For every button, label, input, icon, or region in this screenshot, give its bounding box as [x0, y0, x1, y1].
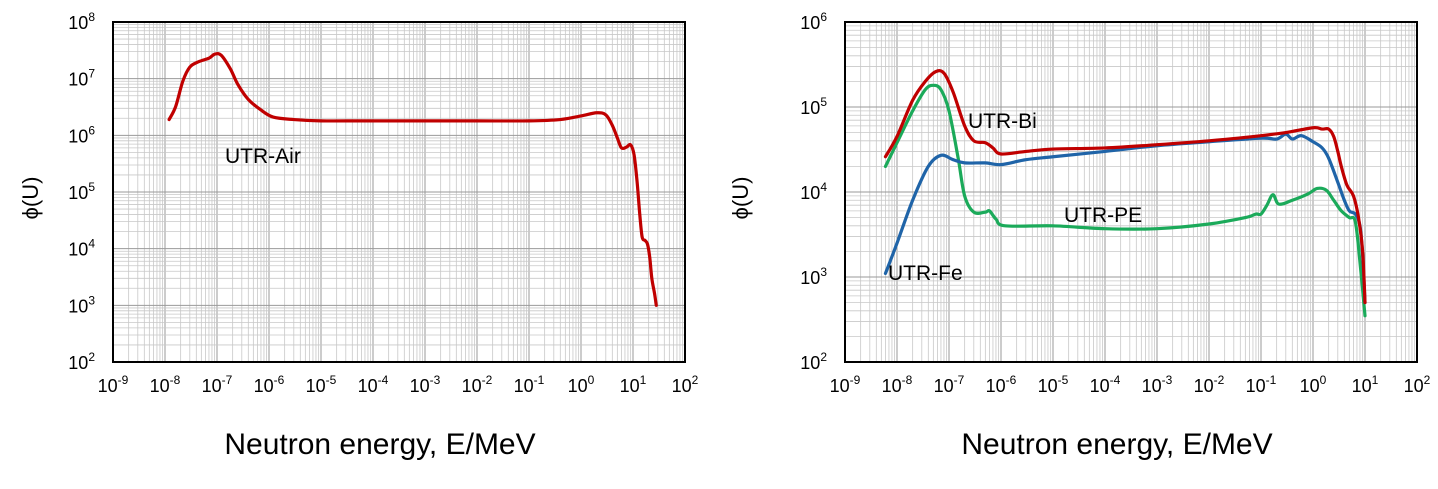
y-tick-label: 108: [68, 10, 95, 33]
x-tick-label: 10-9: [830, 373, 861, 396]
x-tick-label: 10-1: [514, 373, 545, 396]
x-tick-label: 10-6: [254, 373, 285, 396]
x-tick-label: 10-2: [1194, 373, 1225, 396]
x-tick-label: 10-3: [410, 373, 441, 396]
y-tick-label: 104: [800, 180, 827, 203]
x-tick-label: 100: [1300, 373, 1327, 396]
y-tick-label: 106: [800, 10, 827, 33]
x-tick-label: 10-4: [358, 373, 389, 396]
x-tick-label: 102: [1404, 373, 1431, 396]
x-tick-label: 10-2: [462, 373, 493, 396]
series-line-utr-bi: [883, 69, 1367, 305]
y-tick-label: 106: [68, 123, 95, 146]
annotation-utr-fe: UTR-Fe: [888, 262, 963, 285]
y-tick-label: 105: [800, 95, 827, 118]
x-tick-label: 101: [1352, 373, 1379, 396]
y-tick-label: 102: [68, 350, 95, 373]
x-tick-label: 10-8: [882, 373, 913, 396]
x-tick-label: 10-4: [1090, 373, 1121, 396]
y-tick-label: 105: [68, 180, 95, 203]
x-tick-label: 10-9: [98, 373, 129, 396]
x-tick-label: 100: [568, 373, 595, 396]
y-tick-label: 103: [68, 293, 95, 316]
x-tick-label: 10-3: [1142, 373, 1173, 396]
x-tick-label: 101: [620, 373, 647, 396]
series-line-utr-air: [167, 51, 658, 307]
y-tick-label: 107: [68, 67, 95, 90]
x-tick-label: 10-8: [150, 373, 181, 396]
y-tick-label: 104: [68, 237, 95, 260]
y-tick-label: 103: [800, 265, 827, 288]
x-tick-label: 10-1: [1246, 373, 1277, 396]
x-tick-label: 10-6: [986, 373, 1017, 396]
series-line-utr-pe: [883, 83, 1367, 318]
y-tick-label: 102: [800, 350, 827, 373]
annotation-utr-bi: UTR-Bi: [968, 110, 1037, 133]
annotation-utr-pe: UTR-PE: [1064, 204, 1142, 227]
chart-2: 10-9 10-8 10-7 10-6 10-5 10-4 10-3 10-2 10-1 100 1…: [728, 10, 1431, 461]
x-tick-label: 10-7: [934, 373, 965, 396]
y-axis-label: ϕ(U): [18, 177, 43, 220]
y-axis-label: ϕ(U): [728, 177, 753, 220]
plot-frame: [844, 21, 1418, 363]
x-tick-label: 10-5: [306, 373, 337, 396]
series-line-utr-fe: [883, 132, 1367, 305]
annotation-utr-air: UTR-Air: [225, 145, 301, 168]
x-tick-label: 10-5: [1038, 373, 1069, 396]
x-axis-label: Neutron energy, E/MeV: [224, 428, 535, 461]
x-tick-label: 102: [672, 373, 699, 396]
x-tick-label: 10-7: [202, 373, 233, 396]
grid: [112, 22, 685, 363]
plot-frame: [112, 21, 686, 363]
grid: [844, 22, 1417, 363]
x-axis-label: Neutron energy, E/MeV: [961, 428, 1272, 461]
chart-1: 10-9 10-8 10-7 10-6 10-5 10-4 10-3 10-2 10-1 100 1…: [18, 10, 699, 461]
